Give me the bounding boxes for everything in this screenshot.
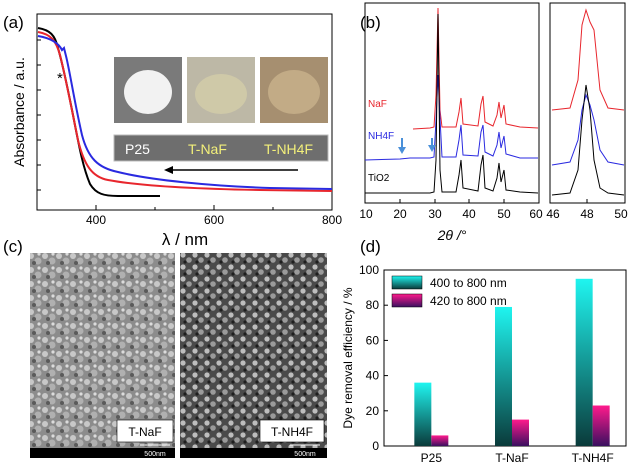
x-tick-label: T-NaF <box>495 451 528 465</box>
photo-label-p25: P25 <box>125 141 150 157</box>
powder-nh4f <box>268 70 320 114</box>
xrd-nh4f <box>364 74 538 161</box>
panel-c: 500nm 500nm T-NaF T-NH4F <box>30 253 327 458</box>
panel-a: 400 600 800 λ / nm Absorbance / a.u. * P… <box>11 13 342 249</box>
bar-400-800-p25 <box>414 382 432 446</box>
panel-a-frame <box>36 13 333 211</box>
bar-420-800-p25 <box>431 435 449 446</box>
powder-naf <box>195 74 247 114</box>
legend-swatch <box>391 293 423 308</box>
y-tick-label: 0 <box>372 439 379 453</box>
y-tick-label: 40 <box>366 369 380 383</box>
sem-label-box-nh4f <box>259 419 325 443</box>
powder-p25 <box>124 70 172 114</box>
series-label-nh4f: NH4F <box>368 131 394 142</box>
chart-bars <box>414 278 610 446</box>
sem-footer-nh4f <box>180 448 327 458</box>
scale-label-naf: 500nm <box>144 451 166 458</box>
panel-label-d: (d) <box>360 237 381 256</box>
series-label-tio2: TiO2 <box>368 173 390 184</box>
x-tick-label: T-NH4F <box>572 451 614 465</box>
chart-ylabel: Dye removal efficiency / % <box>341 287 355 428</box>
y-tick-label: 80 <box>366 298 380 312</box>
arrow-head <box>164 166 173 174</box>
xrd-zoom-nh4f <box>551 93 625 166</box>
sem-label-nh4f: T-NH4F <box>271 425 313 439</box>
photo-strip <box>113 57 329 162</box>
photo-label-naf: T-NaF <box>188 141 227 157</box>
panel-b-xtick: 10 <box>359 207 373 221</box>
xrd-naf <box>412 7 539 130</box>
sem-footer-naf <box>30 448 175 458</box>
legend-label: 400 to 800 nm <box>430 276 507 290</box>
asterisk-marker: * <box>57 70 63 87</box>
curve-naf <box>37 31 333 192</box>
panel-b-xlabel: 2θ /° <box>437 227 467 243</box>
panel-b-frame-right <box>549 2 626 204</box>
legend-label: 420 to 800 nm <box>430 294 507 308</box>
panel-a-ylabel: Absorbance / a.u. <box>11 57 27 167</box>
bar-400-800-t-nh4f <box>575 278 593 446</box>
bar-400-800-t-naf <box>495 306 512 446</box>
panel-b-xtick: 30 <box>428 207 442 221</box>
xrd-zoom-naf <box>551 8 625 111</box>
panel-b-xtick: 48 <box>580 207 594 221</box>
curve-nh4f <box>37 35 333 190</box>
panel-a-xtick: 600 <box>204 213 224 227</box>
panel-a-xtick: 400 <box>86 213 106 227</box>
y-tick-label: 20 <box>366 404 380 418</box>
series-label-naf: NaF <box>368 99 387 110</box>
chart-legend: 400 to 800 nm 420 to 800 nm <box>391 275 507 308</box>
photo-label-nh4f: T-NH4F <box>264 141 313 157</box>
scale-label-nh4f: 500nm <box>294 451 316 458</box>
chart-x-axis: P25 T-NaF T-NH4F <box>421 451 614 465</box>
panel-label-b: (b) <box>360 13 381 32</box>
panel-b-xtick: 60 <box>529 207 543 221</box>
panel-b-xtick: 40 <box>462 207 476 221</box>
panel-b-xtick: 50 <box>497 207 511 221</box>
sem-label-box-naf <box>116 419 174 443</box>
panel-b-xtick: 50 <box>614 207 628 221</box>
x-tick-label: P25 <box>421 451 443 465</box>
panel-b: 10 20 30 40 50 60 46 48 50 2θ /° NaF NH4… <box>359 2 628 243</box>
panel-label-c: (c) <box>3 237 23 256</box>
sem-label-naf: T-NaF <box>128 425 161 439</box>
panel-b-frame-left <box>364 2 540 204</box>
bar-420-800-t-nh4f <box>592 405 610 446</box>
photo-label-bar <box>113 134 329 162</box>
legend-swatch <box>391 275 423 290</box>
xrd-tio2 <box>365 13 539 194</box>
panel-label-a: (a) <box>3 13 24 32</box>
panel-b-xtick: 46 <box>546 207 560 221</box>
panel-b-xtick: 20 <box>393 207 407 221</box>
panel-a-xtick: 800 <box>322 213 342 227</box>
y-tick-label: 100 <box>359 263 379 277</box>
bar-420-800-t-naf <box>512 419 529 446</box>
panel-a-xlabel: λ / nm <box>162 230 208 249</box>
chart-y-axis: 0 20 40 60 80 100 <box>359 263 388 453</box>
y-tick-label: 60 <box>366 333 380 347</box>
xrd-zoom-tio2 <box>551 84 625 196</box>
panel-d-chart: Dye removal efficiency / % 020406080100 … <box>341 263 627 465</box>
